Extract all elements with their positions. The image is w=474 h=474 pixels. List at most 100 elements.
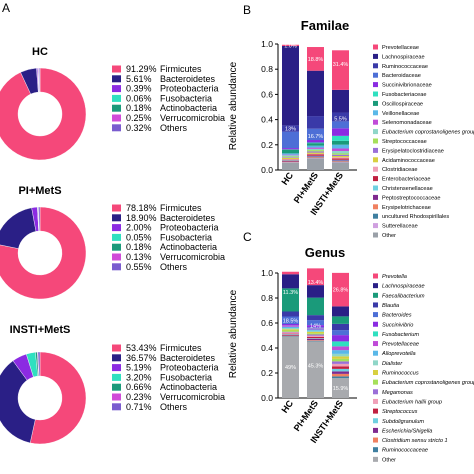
bar-data-label: 15.9% <box>333 386 349 392</box>
legend-swatch <box>373 437 378 443</box>
bar-segment-other <box>307 158 324 170</box>
legend-percentage: 36.57% <box>126 353 157 363</box>
bar-segment-erysipelotrichaceae <box>332 161 349 162</box>
legend-label: Bacteroidaceae <box>382 73 421 79</box>
legend-swatch <box>373 408 378 414</box>
legend-swatch <box>112 403 121 411</box>
legend-swatch <box>112 354 121 362</box>
bar-segment-escherichia-shigella <box>332 371 349 374</box>
legend-swatch <box>373 283 378 289</box>
bar-segment-eubacterium-coprostanoligenes-group <box>307 148 324 151</box>
donut-slice-others <box>37 351 41 377</box>
bar-segment-acidaminococcaceae <box>307 152 324 154</box>
bar-segment-ruminococcaceae <box>332 376 349 379</box>
bar-segment-other <box>307 341 324 398</box>
bar-segment-acidaminococcaceae <box>282 157 299 160</box>
y-tick-label: 0.6 <box>261 89 273 99</box>
legend-swatch <box>112 393 121 401</box>
legend-swatch <box>373 418 378 424</box>
bar-segment-lachnospiraceae <box>307 285 324 298</box>
bar-data-label: 45.3% <box>308 364 324 370</box>
y-tick-label: 0.4 <box>261 115 273 125</box>
legend-label: Fusobacteria <box>160 93 212 103</box>
bar-segment-christensenellaceae <box>332 159 349 161</box>
legend-swatch <box>112 263 121 271</box>
legend-label: Firmicutes <box>160 64 202 74</box>
legend-label: Prevotellaceae <box>382 45 419 51</box>
legend-label: Fusobacterium <box>382 332 419 338</box>
bar-data-label: 13% <box>285 126 296 132</box>
bar-segment-lachnospiraceae <box>332 306 349 317</box>
bar-segment-subdoligranulum <box>307 338 324 339</box>
legend-swatch <box>373 312 378 318</box>
legend-label: Fusobacteria <box>160 232 212 242</box>
legend-swatch <box>373 119 378 125</box>
legend-swatch <box>373 147 378 153</box>
legend-label: Prevotellaceae <box>382 342 419 348</box>
legend-swatch <box>112 233 121 241</box>
legend-percentage: 0.05% <box>126 232 152 242</box>
y-tick-label: 0.2 <box>261 368 273 378</box>
legend-label: Clostridium sensu stricto 1 <box>382 438 448 444</box>
bar-segment-enterobacteriaceae <box>307 154 324 156</box>
legend-percentage: 3.20% <box>126 372 152 382</box>
bar-data-label: 26.8% <box>333 287 349 293</box>
bar-segment-succinivibrionaceae <box>282 148 299 150</box>
donut-title-insti: INSTI+MetS <box>10 324 71 336</box>
bar-segment-eubacterium-hallii-group <box>332 363 349 367</box>
bar-segment-christensenellaceae <box>282 160 299 161</box>
bar-segment-clostridium-sensu-stricto-1 <box>282 335 299 337</box>
legend-label: Alloprevotella <box>381 351 416 357</box>
bar-segment-dialister <box>307 330 324 332</box>
legend-label: Actinobacteria <box>160 382 217 392</box>
legend-swatch <box>112 85 121 93</box>
bar-segment-prevotella <box>282 271 299 275</box>
bar-data-label: 18.8% <box>308 57 324 63</box>
panel-letter-b: B <box>243 3 251 17</box>
legend-label: uncultured Rhodospirillales <box>382 214 449 220</box>
legend-label: Ruminococcaceae <box>382 448 428 454</box>
legend-percentage: 5.61% <box>126 74 152 84</box>
legend-swatch <box>373 129 378 135</box>
bar-segment-escherichia-shigella <box>307 338 324 341</box>
legend-label: Firmicutes <box>160 203 202 213</box>
donut-slice-firmicutes <box>29 351 87 445</box>
donut-slice-others <box>38 206 41 232</box>
bar-segment-clostridiaceae <box>307 153 324 155</box>
bar-segment-peptostreptococcaceae <box>282 160 299 162</box>
donut-title-hc: HC <box>32 46 48 58</box>
legend-swatch <box>373 398 378 404</box>
bar-segment-alloprevotella <box>332 350 349 354</box>
bar-data-label: 1.0% <box>284 43 297 49</box>
legend-swatch <box>112 383 121 391</box>
legend-swatch <box>373 63 378 69</box>
bar-segment-lachnospiraceae <box>282 274 299 289</box>
bar-segment-succinivibrio <box>282 324 299 326</box>
bar-segment-dialister <box>332 353 349 357</box>
bar-segment-ruminococcaceae <box>282 125 299 132</box>
bar-segment-other <box>332 162 349 170</box>
legend-label: Proteobacteria <box>160 84 219 94</box>
bar-segment-dialister <box>282 328 299 330</box>
bar-segment-veillonellaceae <box>332 144 349 149</box>
donut-title-pi: PI+MetS <box>18 185 61 197</box>
bar-segment-succinivibrionaceae <box>332 128 349 136</box>
bar-segment-faecalibacterium <box>332 316 349 324</box>
y-tick-label: 0.0 <box>261 393 273 403</box>
legend-swatch <box>373 53 378 59</box>
bar-segment-veillonellaceae <box>282 153 299 155</box>
bar-segment-peptostreptococcaceae <box>307 156 324 158</box>
legend-swatch <box>112 373 121 381</box>
legend-label: Actinobacteria <box>160 242 217 252</box>
bar-segment-clostridiaceae <box>332 157 349 159</box>
bar-segment-bacteroides <box>332 330 349 336</box>
legend-percentage: 0.06% <box>126 93 152 103</box>
legend-label: Veillonellaceae <box>382 111 419 117</box>
bar-data-label: 49% <box>285 365 296 371</box>
bar-segment-clostridium-sensu-stricto-1 <box>332 373 349 377</box>
bar-segment-faecalibacterium <box>282 288 299 312</box>
legend-swatch <box>373 331 378 337</box>
legend-label: Eubacterium coprostanoligenes group <box>382 380 474 386</box>
legend-swatch <box>112 344 121 352</box>
